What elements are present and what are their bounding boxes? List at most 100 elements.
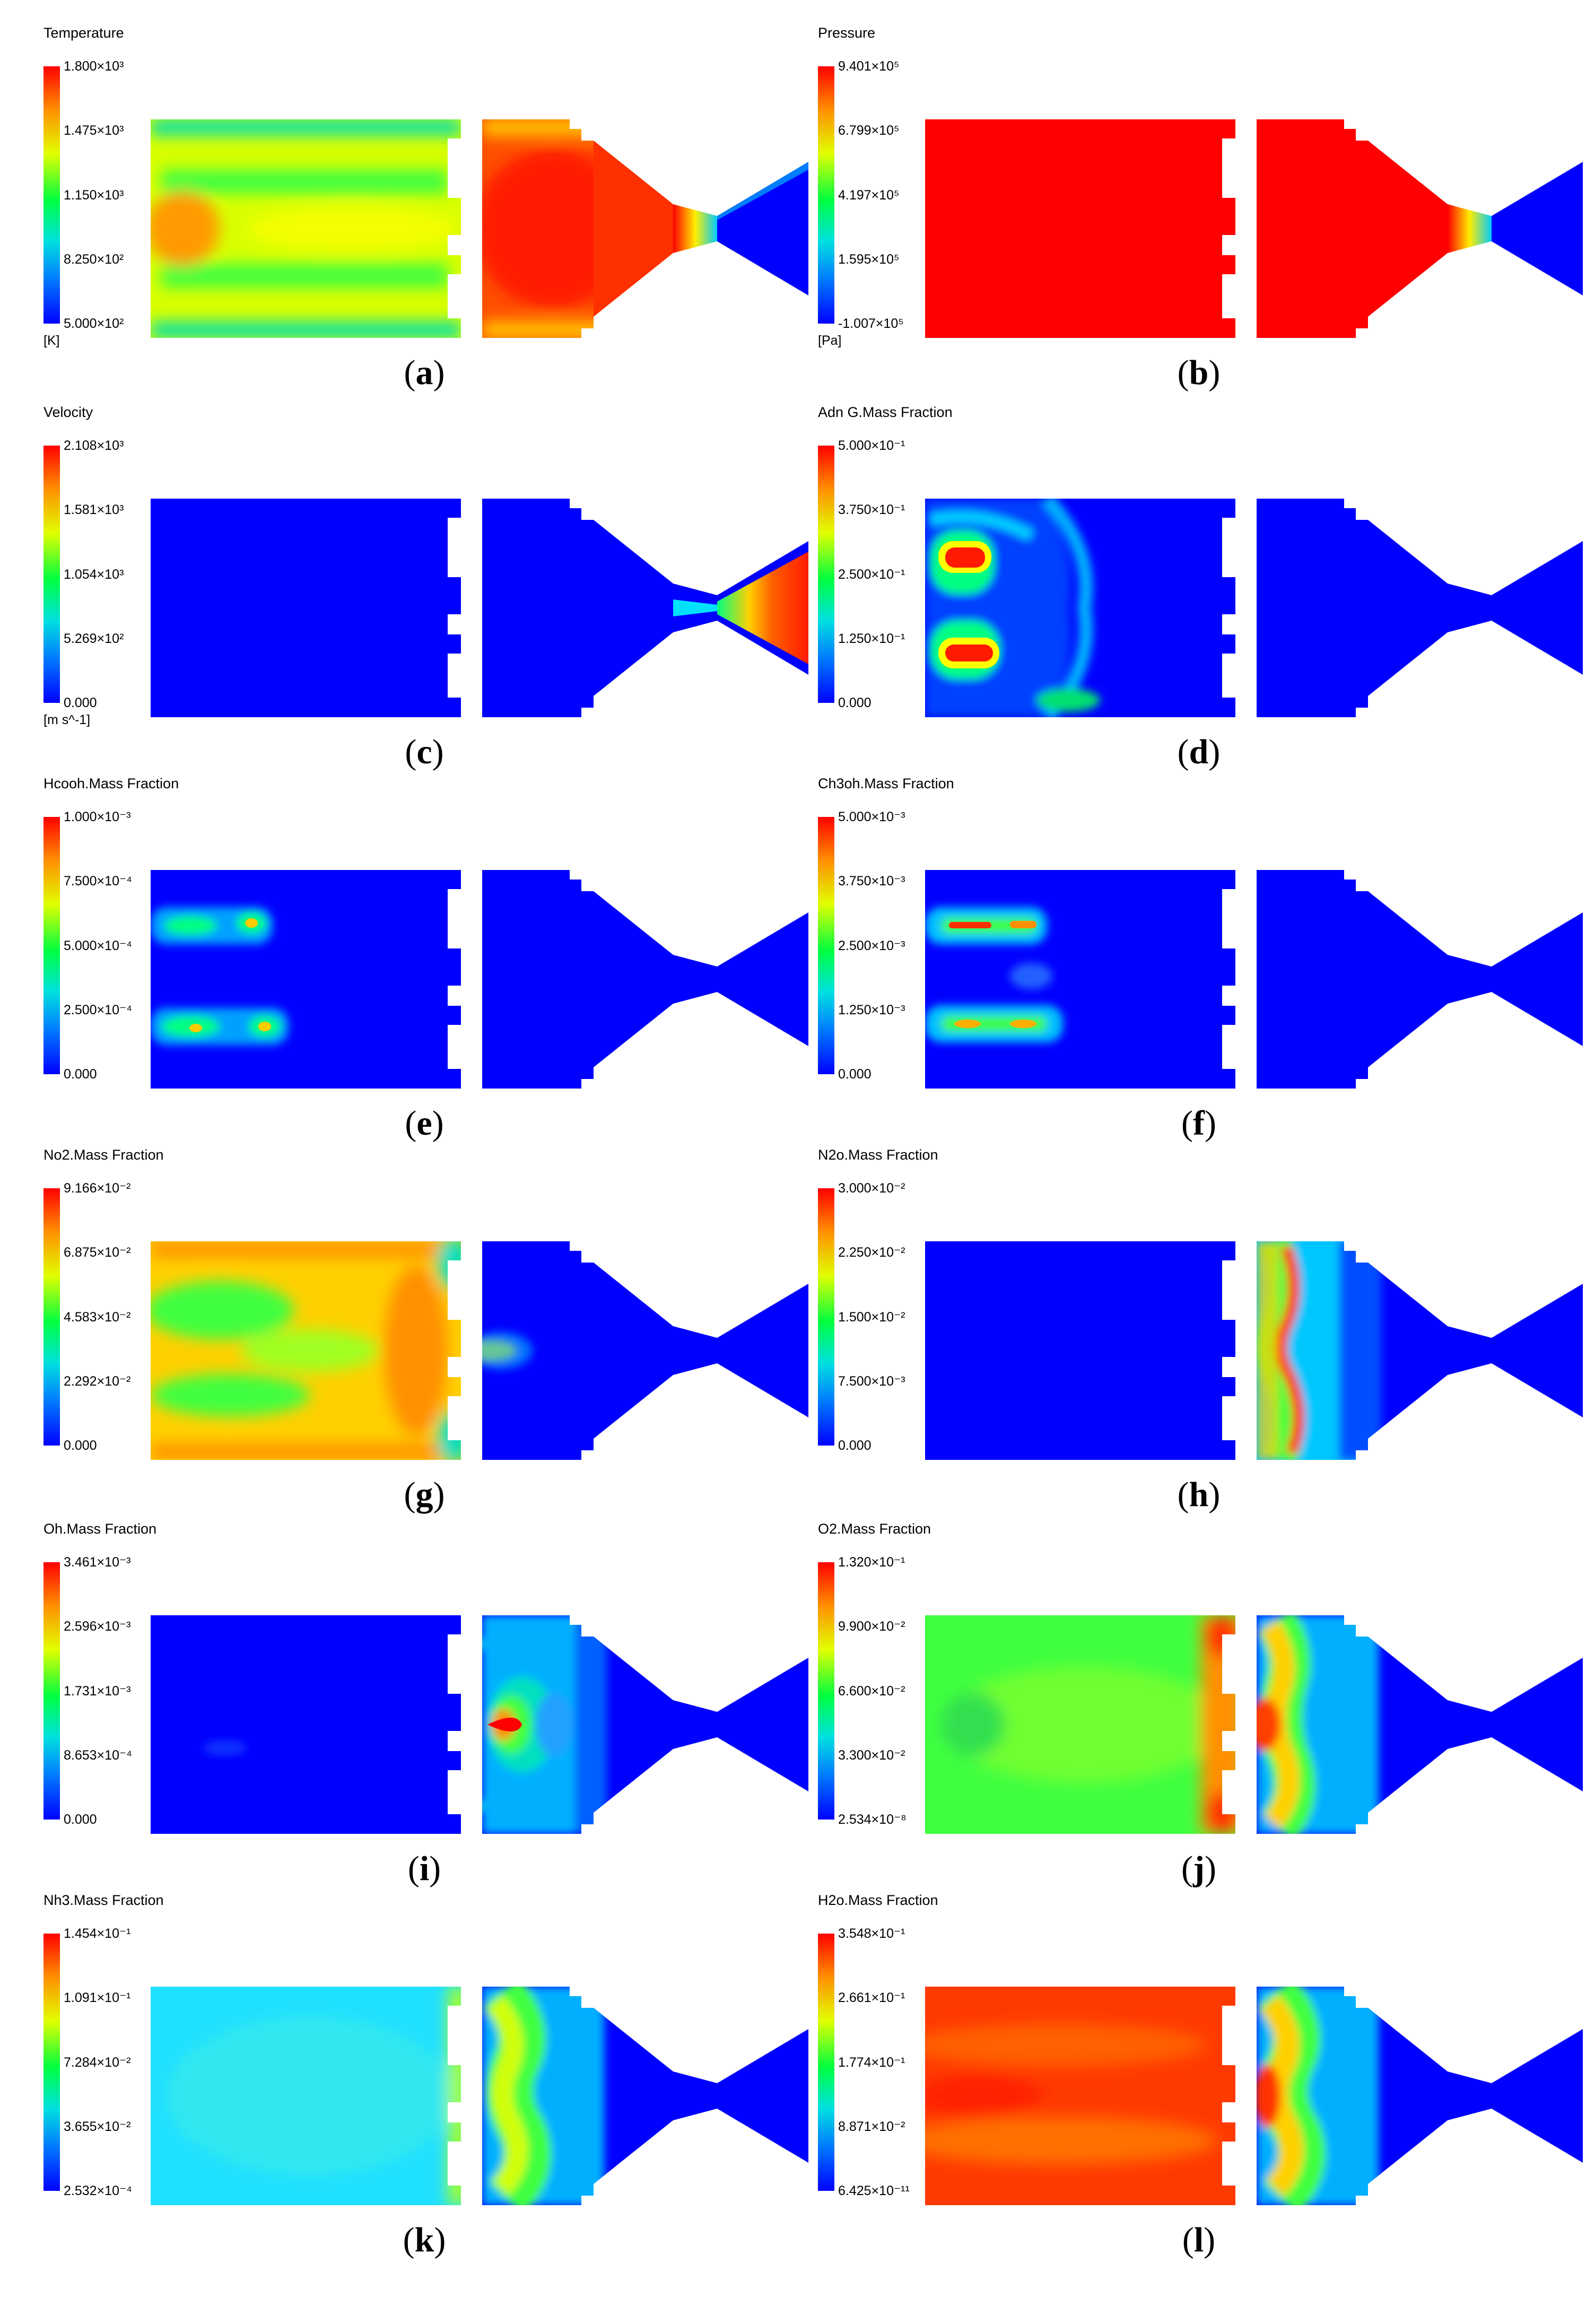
colorbar-tick-label: 3.655×10⁻²: [64, 2119, 131, 2134]
colorbar-tick-label: 0.000: [838, 1067, 872, 1082]
panel-caption: (a): [404, 353, 445, 392]
colorbar-tick-label: 7.500×10⁻³: [838, 1373, 905, 1389]
colorbar-tick-label: 1.581×10³: [64, 502, 124, 518]
panel-f: Ch3oh.Mass Fraction 5.000×10⁻³ 3.750×10⁻³ 2…: [806, 776, 1586, 1162]
caption-letter: d: [1189, 733, 1209, 771]
colorbar-tick-label: 6.799×10⁵: [838, 123, 900, 138]
colorbar: [43, 446, 60, 703]
panel-g: No2.Mass Fraction 9.166×10⁻² 6.875×10⁻² 4.5…: [32, 1147, 825, 1533]
panel-title: Temperature: [43, 25, 124, 41]
panel-e: Hcooh.Mass Fraction 1.000×10⁻³ 7.500×10⁻⁴ 5…: [32, 776, 825, 1162]
panel-caption: (j): [1181, 1849, 1216, 1888]
contour-plot: [925, 499, 1583, 717]
caption-letter: i: [419, 1849, 430, 1888]
caption-letter: a: [415, 353, 433, 392]
colorbar-tick-label: 8.653×10⁻⁴: [64, 1747, 132, 1763]
colorbar-tick-label: 1.250×10⁻¹: [838, 631, 905, 646]
contour-plot: [151, 499, 808, 717]
colorbar-tick-label: 9.900×10⁻²: [838, 1619, 905, 1634]
contour-plot: [925, 119, 1583, 338]
panel-caption: (k): [403, 2221, 446, 2259]
caption-letter: g: [415, 1475, 433, 1514]
contour-plot: [151, 1241, 808, 1460]
panel-caption: (b): [1177, 353, 1221, 392]
colorbar-tick-label: 9.401×10⁵: [838, 59, 900, 74]
panel-b: Pressure 9.401×10⁵ 6.799×10⁵ 4.197×10⁵ 1.595…: [806, 25, 1586, 411]
colorbar-tick-label: 1.320×10⁻¹: [838, 1555, 905, 1570]
colorbar: [818, 1188, 834, 1446]
colorbar-tick-label: 2.532×10⁻⁴: [64, 2183, 132, 2198]
caption-letter: e: [416, 1104, 432, 1143]
panel-caption: (d): [1177, 733, 1221, 771]
panel-title: Hcooh.Mass Fraction: [43, 776, 179, 791]
panel-caption: (l): [1182, 2221, 1216, 2259]
contour-plot: [151, 1615, 808, 1834]
caption-letter: f: [1193, 1104, 1205, 1143]
colorbar-tick-label: 2.661×10⁻¹: [838, 1990, 905, 2006]
panel-title: Velocity: [43, 404, 93, 420]
panel-title: Nh3.Mass Fraction: [43, 1892, 164, 1908]
contour-field: [151, 119, 808, 338]
colorbar-tick-label: 2.292×10⁻²: [64, 1373, 131, 1389]
colorbar: [43, 817, 60, 1074]
colorbar-tick-label: 2.108×10³: [64, 438, 124, 453]
colorbar-tick-label: 5.269×10²: [64, 631, 124, 646]
colorbar-tick-label: 1.731×10⁻³: [64, 1683, 131, 1699]
caption-letter: k: [414, 2221, 434, 2259]
colorbar-tick-label: 3.000×10⁻²: [838, 1181, 905, 1196]
colorbar-tick-label: 7.284×10⁻²: [64, 2055, 131, 2070]
colorbar-tick-label: 2.500×10⁻¹: [838, 567, 905, 582]
panel-i: Oh.Mass Fraction 3.461×10⁻³ 2.596×10⁻³ 1.73…: [32, 1521, 825, 1907]
colorbar-tick-label: 1.000×10⁻³: [64, 810, 131, 824]
colorbar-tick-label: 4.197×10⁵: [838, 187, 900, 203]
colorbar-unit: [K]: [43, 333, 60, 348]
panel-caption: (i): [407, 1849, 441, 1888]
colorbar-tick-label: 5.000×10⁻¹: [838, 438, 905, 453]
panel-k: Nh3.Mass Fraction 1.454×10⁻¹ 1.091×10⁻¹ 7.2…: [32, 1892, 825, 2278]
colorbar-unit: [Pa]: [818, 333, 842, 348]
colorbar-tick-label: 5.000×10⁻⁴: [64, 938, 132, 953]
colorbar-tick-label: 1.054×10³: [64, 567, 124, 582]
colorbar-tick-label: 0.000: [838, 695, 872, 710]
colorbar-tick-label: 1.475×10³: [64, 123, 124, 138]
colorbar: [43, 1562, 60, 1820]
colorbar-tick-label: 1.454×10⁻¹: [64, 1926, 131, 1941]
panel-caption: (f): [1181, 1104, 1216, 1143]
colorbar-tick-label: 1.774×10⁻¹: [838, 2055, 905, 2070]
panel-caption: (c): [405, 733, 444, 771]
contour-plot: [151, 1987, 808, 2205]
contour-field: [925, 1615, 1583, 1834]
colorbar: [818, 817, 834, 1074]
contour-field: [925, 119, 1583, 338]
contour-field: [151, 1615, 808, 1834]
panel-caption: (e): [405, 1104, 444, 1143]
panel-title: O2.Mass Fraction: [818, 1521, 931, 1537]
colorbar-tick-label: 2.500×10⁻³: [838, 938, 905, 953]
colorbar-tick-label: 2.250×10⁻²: [838, 1245, 905, 1260]
colorbar-tick-label: 0.000: [838, 1438, 872, 1453]
contour-field: [151, 870, 808, 1089]
caption-letter: b: [1189, 353, 1209, 392]
panel-a: Temperature 1.800×10³ 1.475×10³ 1.150×10³ 8.…: [32, 25, 825, 411]
contour-field: [151, 1241, 808, 1460]
colorbar-tick-label: 6.600×10⁻²: [838, 1683, 905, 1699]
colorbar: [818, 1562, 834, 1820]
colorbar: [43, 66, 60, 324]
colorbar: [43, 1188, 60, 1446]
colorbar: [818, 1934, 834, 2191]
colorbar-unit: [m s^-1]: [43, 712, 91, 727]
contour-field: [151, 499, 808, 717]
contour-plot: [925, 1241, 1583, 1460]
colorbar-tick-label: 2.534×10⁻⁸: [838, 1812, 907, 1827]
caption-letter: h: [1189, 1475, 1209, 1514]
colorbar-tick-label: 1.250×10⁻³: [838, 1002, 905, 1017]
panel-caption: (g): [404, 1475, 445, 1514]
colorbar-tick-label: 9.166×10⁻²: [64, 1181, 131, 1196]
colorbar-tick-label: 0.000: [64, 1438, 97, 1453]
colorbar-tick-label: 0.000: [64, 695, 97, 710]
panel-title: Ch3oh.Mass Fraction: [818, 776, 954, 791]
panel-title: Oh.Mass Fraction: [43, 1521, 157, 1537]
panel-title: Pressure: [818, 25, 876, 41]
contour-plot: [151, 119, 808, 338]
colorbar-tick-label: 7.500×10⁻⁴: [64, 874, 132, 889]
